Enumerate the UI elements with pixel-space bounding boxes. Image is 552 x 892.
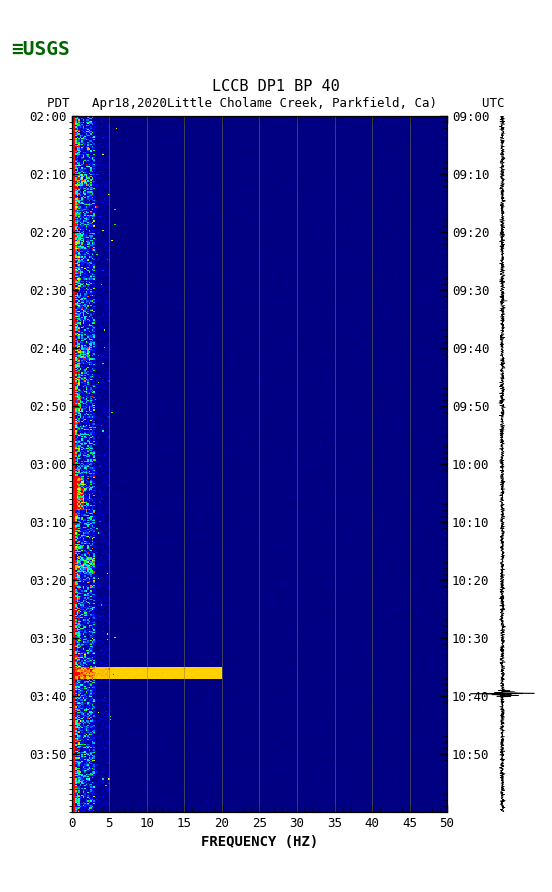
Text: LCCB DP1 BP 40: LCCB DP1 BP 40 [212, 78, 340, 94]
Text: ≡USGS: ≡USGS [11, 40, 70, 59]
Text: PDT   Apr18,2020Little Cholame Creek, Parkfield, Ca)      UTC: PDT Apr18,2020Little Cholame Creek, Park… [47, 96, 505, 110]
X-axis label: FREQUENCY (HZ): FREQUENCY (HZ) [201, 835, 318, 849]
